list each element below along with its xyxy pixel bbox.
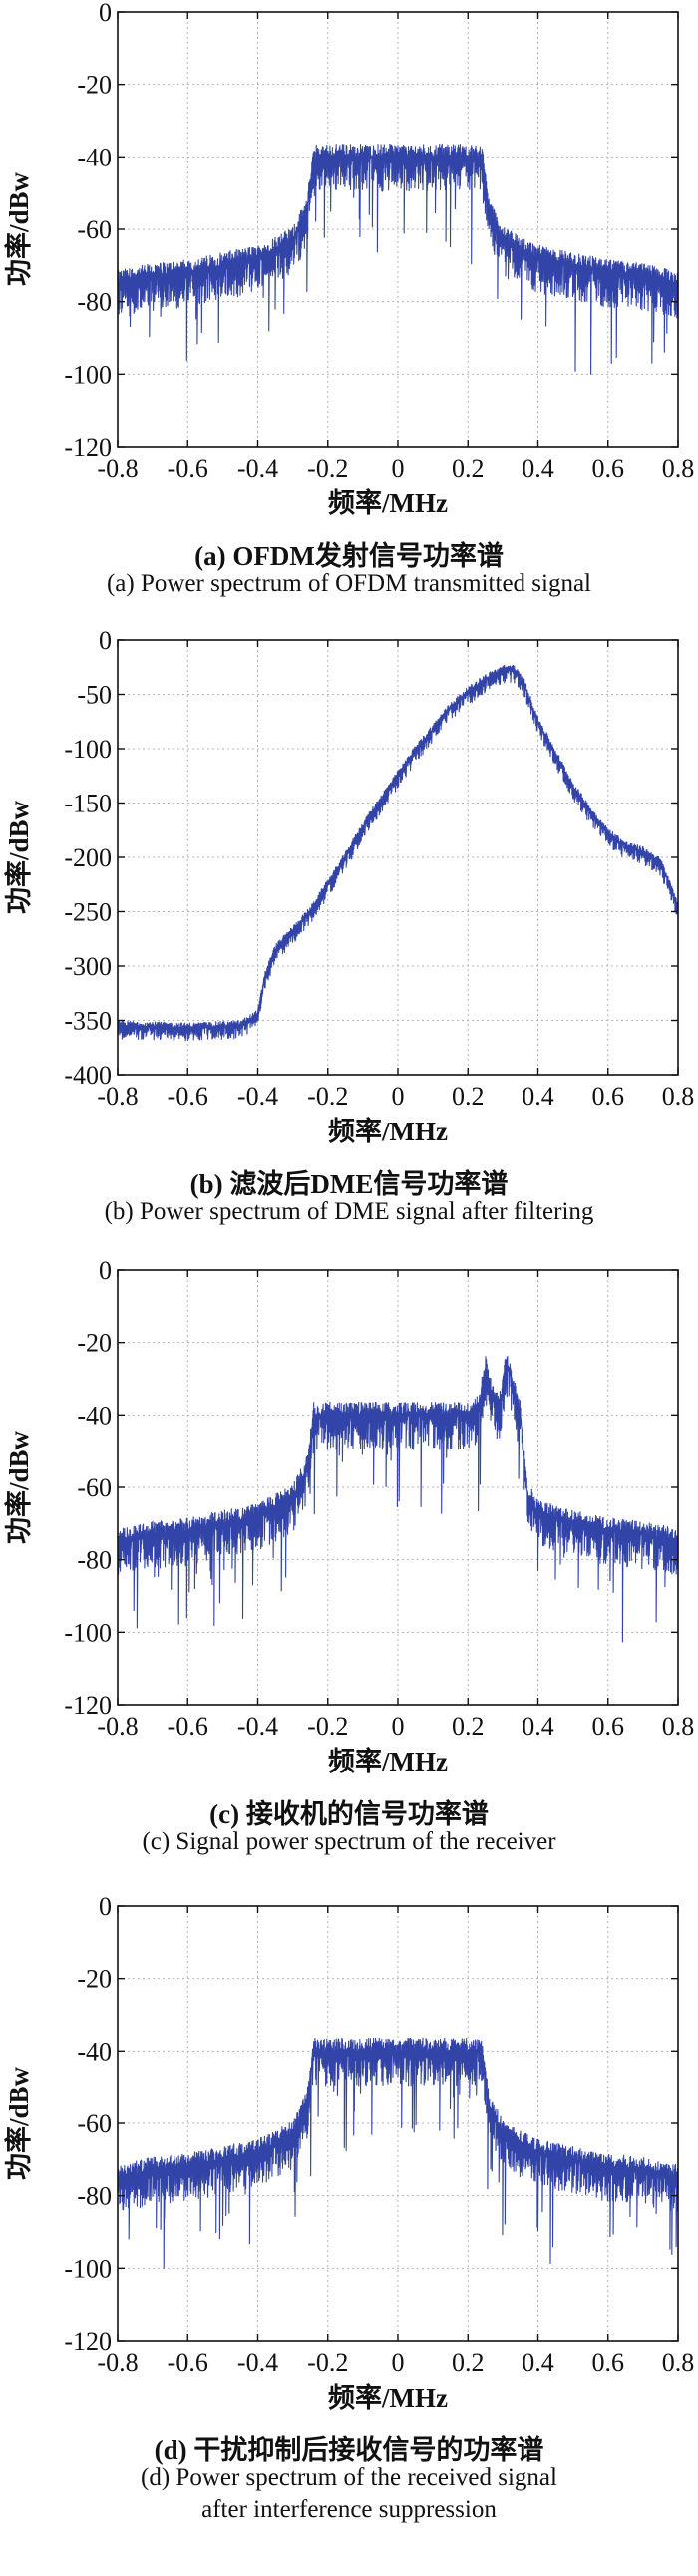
- y-axis-label: 功率/dBw: [3, 1430, 34, 1544]
- x-tick-label: 0.8: [662, 1712, 695, 1741]
- caption-zh-c: (c) 接收机的信号功率谱: [209, 1799, 489, 1829]
- y-tick-label: -60: [77, 2109, 112, 2138]
- y-axis-label: 功率/dBw: [3, 2066, 34, 2180]
- y-tick-label: 0: [99, 1894, 112, 1921]
- x-tick-label: -0.6: [168, 1712, 208, 1741]
- y-tick-label: -120: [64, 2327, 112, 2356]
- y-tick-label: -100: [64, 735, 112, 764]
- x-tick-label: -0.2: [307, 1712, 348, 1741]
- x-tick-label: -0.4: [237, 454, 278, 483]
- x-tick-label: 0.4: [522, 1082, 554, 1111]
- caption-en-d: (d) Power spectrum of the received signa…: [141, 2464, 557, 2491]
- x-tick-label: -0.2: [307, 1082, 348, 1111]
- x-tick-label: -0.8: [97, 454, 138, 483]
- x-tick-label: 0.8: [662, 454, 695, 483]
- x-tick-label: 0.4: [522, 454, 554, 483]
- x-tick-label: 0.2: [452, 1712, 485, 1741]
- y-axis-label: 功率/dBw: [3, 171, 34, 286]
- x-tick-label: -0.4: [237, 1712, 278, 1741]
- y-tick-label: 0: [99, 1258, 112, 1285]
- y-tick-label: -20: [77, 71, 112, 100]
- x-tick-label: 0.6: [592, 1712, 625, 1741]
- y-tick-label: -400: [64, 1061, 112, 1090]
- y-tick-label: -120: [64, 1691, 112, 1720]
- y-tick-label: 0: [99, 0, 112, 27]
- chart-panel-b: -0.8 -0.6 -0.4 -0.2 0 0.2 0.4 0.6 0.8 0 -50 -100 -15…: [0, 628, 698, 1226]
- grid-lines: [118, 640, 678, 1075]
- x-axis-label: 频率/MHz: [328, 487, 448, 518]
- y-tick-label: -40: [77, 143, 112, 171]
- x-tick-label: 0: [392, 2348, 405, 2377]
- grid-lines: [118, 1906, 678, 2341]
- x-tick-label: 0: [392, 1082, 405, 1111]
- y-tick-label: -20: [77, 1329, 112, 1358]
- power-spectrum-chart-b: -0.8 -0.6 -0.4 -0.2 0 0.2 0.4 0.6 0.8 0 -50 -100 -15…: [3, 628, 695, 1146]
- y-tick-label: -250: [64, 898, 112, 927]
- x-tick-label: 0.2: [452, 2348, 485, 2377]
- caption-en-d-line2: after interference suppression: [201, 2496, 497, 2523]
- x-axis-label: 频率/MHz: [328, 2382, 448, 2413]
- x-tick-label: 0.6: [592, 1082, 625, 1111]
- power-spectrum-chart-c: -0.8 -0.6 -0.4 -0.2 0 0.2 0.4 0.6 0.8 0 -20 -40 -60 -…: [3, 1258, 695, 1776]
- chart-panel-d: -0.8 -0.6 -0.4 -0.2 0 0.2 0.4 0.6 0.8 0 -20 -40 -60 -…: [0, 1894, 698, 2576]
- caption-zh-b: (b) 滤波后DME信号功率谱: [189, 1169, 509, 1199]
- x-tick-label: 0.6: [592, 2348, 625, 2377]
- x-tick-label: -0.6: [168, 2348, 208, 2377]
- caption-zh-d: (d) 干扰抑制后接收信号的功率谱: [154, 2435, 544, 2465]
- x-tick-label: -0.2: [307, 2348, 348, 2377]
- x-tick-label: -0.8: [97, 1712, 138, 1741]
- y-tick-label: -80: [77, 288, 112, 317]
- y-tick-label: -100: [64, 2254, 112, 2283]
- y-tick-label: -80: [77, 1546, 112, 1575]
- caption-en-c: (c) Signal power spectrum of the receive…: [142, 1828, 556, 1855]
- y-tick-label: -120: [64, 433, 112, 462]
- power-spectrum-chart-d: -0.8 -0.6 -0.4 -0.2 0 0.2 0.4 0.6 0.8 0 -20 -40 -60 -…: [3, 1894, 695, 2413]
- spectrum-series-line: [117, 143, 679, 375]
- x-tick-label: -0.8: [97, 1082, 138, 1111]
- chart-panel-c: -0.8 -0.6 -0.4 -0.2 0 0.2 0.4 0.6 0.8 0 -20 -40 -60 -…: [0, 1258, 698, 1856]
- y-tick-label: -40: [77, 2037, 112, 2066]
- y-tick-label: -80: [77, 2182, 112, 2211]
- spectrum-series-line: [117, 664, 679, 1042]
- x-tick-label: 0.4: [522, 2348, 554, 2377]
- grid-lines: [118, 12, 678, 447]
- caption-en-b: (b) Power spectrum of DME signal after f…: [104, 1198, 594, 1225]
- x-tick-label: 0: [392, 1712, 405, 1741]
- x-tick-label: 0.2: [452, 454, 485, 483]
- y-tick-label: -300: [64, 952, 112, 981]
- x-tick-label: 0.8: [662, 2348, 695, 2377]
- spectrum-series-line: [117, 1355, 679, 1643]
- x-tick-label: -0.6: [168, 454, 208, 483]
- x-tick-label: 0: [392, 454, 405, 483]
- y-tick-label: -40: [77, 1401, 112, 1430]
- power-spectrum-chart-a: -0.8 -0.6 -0.4 -0.2 0 0.2 0.4 0.6 0.8 0 -20 -40 -60 -…: [3, 0, 695, 518]
- x-tick-label: 0.6: [592, 454, 625, 483]
- y-tick-label: -150: [64, 790, 112, 818]
- y-tick-label: -200: [64, 843, 112, 872]
- y-tick-label: -60: [77, 215, 112, 244]
- x-axis-label: 频率/MHz: [328, 1746, 448, 1776]
- x-tick-label: -0.4: [237, 1082, 278, 1111]
- y-tick-label: -50: [77, 681, 112, 710]
- caption-zh-a: (a) OFDM发射信号功率谱: [194, 541, 504, 571]
- x-tick-label: -0.4: [237, 2348, 278, 2377]
- x-axis-label: 频率/MHz: [328, 1116, 448, 1146]
- x-tick-label: 0.4: [522, 1712, 554, 1741]
- y-tick-label: -100: [64, 1618, 112, 1647]
- y-axis-label: 功率/dBw: [3, 800, 34, 914]
- y-tick-label: -100: [64, 360, 112, 389]
- x-tick-label: -0.8: [97, 2348, 138, 2377]
- y-tick-label: -20: [77, 1965, 112, 1994]
- x-tick-label: -0.6: [168, 1082, 208, 1111]
- caption-en-a: (a) Power spectrum of OFDM transmitted s…: [106, 570, 592, 597]
- x-tick-label: 0.2: [452, 1082, 485, 1111]
- spectrum-series-line: [117, 2037, 679, 2269]
- y-tick-label: -350: [64, 1007, 112, 1036]
- y-tick-label: -60: [77, 1473, 112, 1502]
- x-tick-label: -0.2: [307, 454, 348, 483]
- x-tick-label: 0.8: [662, 1082, 695, 1111]
- chart-panel-a: -0.8 -0.6 -0.4 -0.2 0 0.2 0.4 0.6 0.8 0 -20 -40 -60 -…: [0, 0, 698, 598]
- y-tick-label: 0: [99, 628, 112, 655]
